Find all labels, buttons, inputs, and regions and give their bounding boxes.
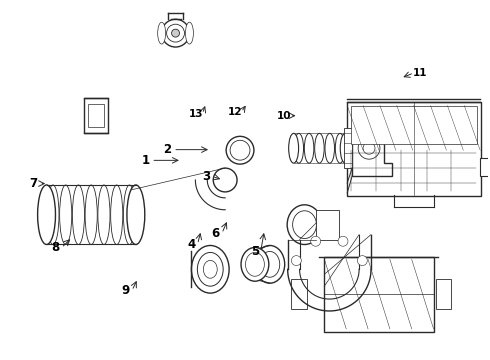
Text: 9: 9 [122,284,130,297]
Text: 5: 5 [250,245,259,258]
Ellipse shape [47,185,59,244]
Bar [347,102,481,196]
Polygon shape [291,279,307,309]
Polygon shape [344,129,352,168]
Text: 10: 10 [277,111,291,121]
Ellipse shape [226,136,254,164]
Ellipse shape [294,133,303,163]
Ellipse shape [98,185,110,244]
Ellipse shape [185,22,194,44]
Ellipse shape [158,22,166,44]
Ellipse shape [123,185,136,244]
Polygon shape [88,104,104,127]
Ellipse shape [167,24,184,42]
Ellipse shape [111,185,123,244]
Ellipse shape [340,133,350,163]
Ellipse shape [213,168,237,192]
Polygon shape [480,158,490,176]
Text: 4: 4 [187,238,196,251]
Ellipse shape [311,236,320,246]
Text: 7: 7 [29,177,38,190]
Ellipse shape [230,140,250,160]
Ellipse shape [172,29,179,37]
Polygon shape [317,210,339,239]
Ellipse shape [325,133,335,163]
Ellipse shape [38,185,55,244]
Ellipse shape [363,142,375,154]
Ellipse shape [255,246,285,283]
Ellipse shape [60,185,72,244]
Ellipse shape [292,256,301,266]
Ellipse shape [127,185,145,244]
Text: 1: 1 [141,154,149,167]
Text: 13: 13 [189,109,204,119]
Ellipse shape [162,19,190,47]
Polygon shape [436,279,451,309]
Ellipse shape [315,133,324,163]
Ellipse shape [85,185,97,244]
Bar [324,257,434,332]
Text: 12: 12 [228,107,243,117]
Ellipse shape [289,133,298,163]
Ellipse shape [73,185,84,244]
Ellipse shape [304,133,314,163]
Text: 3: 3 [202,170,210,183]
Ellipse shape [260,251,280,277]
Ellipse shape [358,137,380,159]
Polygon shape [84,98,108,133]
Ellipse shape [357,256,368,266]
Ellipse shape [197,252,223,286]
Text: 2: 2 [163,143,172,156]
Polygon shape [352,121,392,176]
Ellipse shape [245,252,264,276]
Ellipse shape [293,211,317,239]
Ellipse shape [241,247,269,281]
Bar [351,105,477,144]
Polygon shape [366,113,379,121]
Text: 11: 11 [413,68,427,78]
Text: 6: 6 [212,227,220,240]
Ellipse shape [192,246,229,293]
Ellipse shape [287,205,322,244]
Ellipse shape [338,236,348,246]
Text: 8: 8 [51,241,59,255]
Ellipse shape [335,133,345,163]
Ellipse shape [203,260,217,278]
